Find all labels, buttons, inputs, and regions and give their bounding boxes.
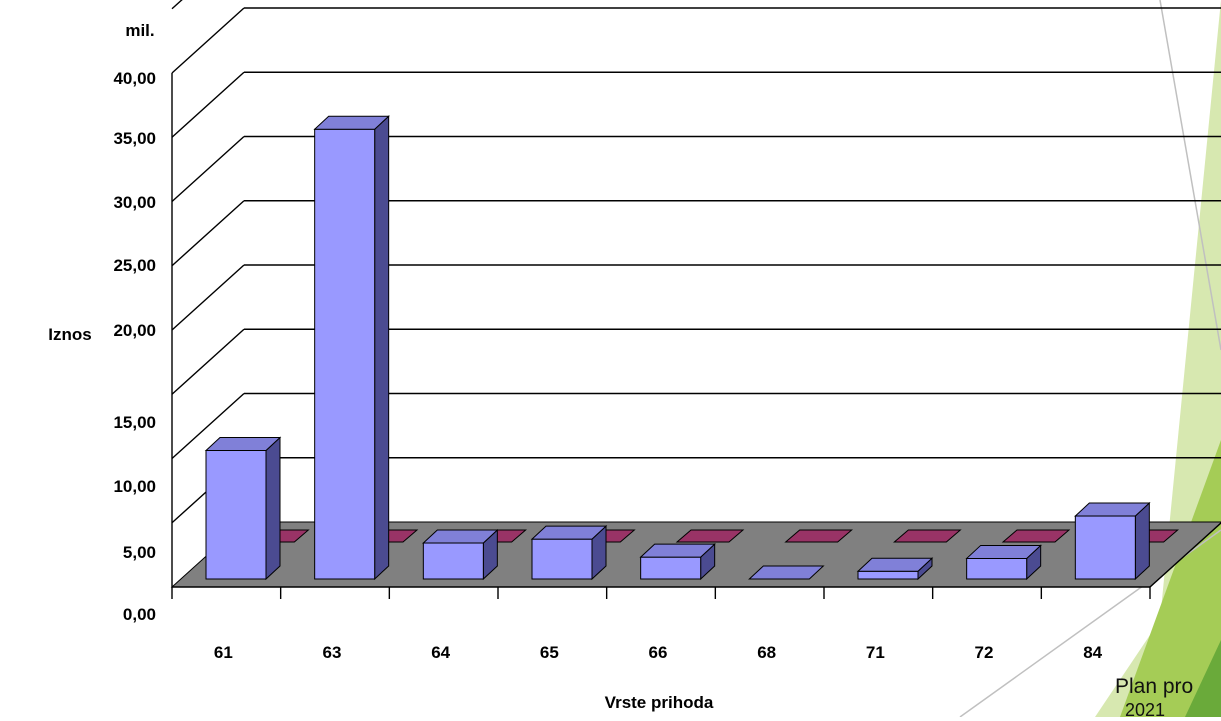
bar-top bbox=[856, 557, 934, 572]
y-tick-label: 0,00 bbox=[123, 605, 156, 624]
bar-71 bbox=[856, 557, 934, 581]
bar-84 bbox=[1074, 501, 1151, 581]
x-tick-label: 66 bbox=[649, 643, 668, 662]
y-unit-label: mil. bbox=[125, 21, 154, 40]
bar-series2-72 bbox=[1001, 529, 1071, 543]
y-tick-label: 15,00 bbox=[113, 413, 156, 432]
floor-edge-right bbox=[1149, 521, 1221, 588]
gridline-diagonal bbox=[171, 264, 245, 331]
bar-top bbox=[530, 525, 608, 540]
bar-top bbox=[422, 529, 499, 544]
x-tick-label: 63 bbox=[323, 643, 342, 662]
bar-front bbox=[531, 538, 593, 580]
bar-front bbox=[640, 556, 702, 580]
gridline-diagonal bbox=[171, 328, 245, 395]
decor-triangle-mid bbox=[1120, 440, 1221, 717]
bar-64 bbox=[422, 528, 499, 581]
bar-side bbox=[374, 115, 390, 581]
bar-top bbox=[204, 437, 282, 451]
gridline-diagonal bbox=[171, 0, 183, 10]
y-tick-label: 5,00 bbox=[123, 543, 156, 562]
footer-text-line1: Plan pro bbox=[1115, 675, 1194, 698]
bar-top bbox=[965, 544, 1042, 559]
y-tick-label: 30,00 bbox=[113, 193, 156, 212]
decor-line bbox=[1159, 0, 1221, 351]
x-tick-label: 68 bbox=[757, 643, 776, 662]
y-tick-label: 25,00 bbox=[113, 256, 156, 275]
bar-68 bbox=[748, 565, 825, 580]
decor-triangle-dark bbox=[1185, 640, 1221, 717]
bar-series2-71 bbox=[892, 529, 962, 543]
y-tick-labels: 0,00 5,00 10,00 15,00 20,00 25,00 30,00 35,00 40… bbox=[113, 69, 156, 624]
bars bbox=[204, 115, 1180, 581]
bar-top bbox=[1074, 502, 1151, 517]
bar-65 bbox=[530, 525, 608, 581]
bar-top bbox=[639, 543, 716, 558]
gridline-diagonal bbox=[171, 392, 245, 460]
y-tick-label: 35,00 bbox=[113, 129, 156, 148]
bar-front bbox=[966, 557, 1028, 580]
y-tick-label: 40,00 bbox=[113, 69, 156, 88]
gridline-diagonal bbox=[171, 200, 245, 267]
gridline-diagonal bbox=[171, 135, 245, 203]
x-tick-label: 65 bbox=[540, 643, 559, 662]
x-tick-label: 64 bbox=[431, 643, 450, 662]
gridline-diagonal bbox=[171, 71, 245, 138]
bar-63 bbox=[313, 115, 390, 581]
bar-front bbox=[857, 570, 919, 580]
gridlines bbox=[171, 0, 1221, 524]
bar-front bbox=[422, 542, 484, 580]
bar-series2-66 bbox=[675, 529, 745, 543]
x-tick-label: 61 bbox=[214, 643, 233, 662]
axes bbox=[171, 73, 1221, 599]
bar-top bbox=[748, 565, 825, 580]
y-tick-label: 20,00 bbox=[113, 321, 156, 340]
y-tick-label: 10,00 bbox=[113, 477, 156, 496]
footer-text-line2: 2021 bbox=[1125, 700, 1166, 720]
y-axis-title: Iznos bbox=[48, 325, 91, 344]
bar-series2-68 bbox=[784, 529, 854, 543]
x-tick-label: 84 bbox=[1083, 643, 1102, 662]
bar-front bbox=[205, 450, 267, 580]
x-tick-label: 72 bbox=[975, 643, 994, 662]
bar-front bbox=[1074, 515, 1136, 580]
slide-decoration bbox=[959, 0, 1221, 717]
gridline-diagonal bbox=[171, 7, 245, 74]
bar-66 bbox=[639, 543, 716, 581]
x-axis-title: Vrste prihoda bbox=[605, 693, 714, 712]
x-tick-label: 71 bbox=[866, 643, 885, 662]
bar-side bbox=[265, 436, 281, 581]
bar-front bbox=[314, 128, 376, 580]
x-tick-labels: 61 63 64 65 66 68 71 72 84 bbox=[214, 643, 1103, 662]
bar-61 bbox=[204, 436, 282, 581]
bar-72 bbox=[965, 544, 1042, 581]
bar-top bbox=[313, 115, 390, 130]
